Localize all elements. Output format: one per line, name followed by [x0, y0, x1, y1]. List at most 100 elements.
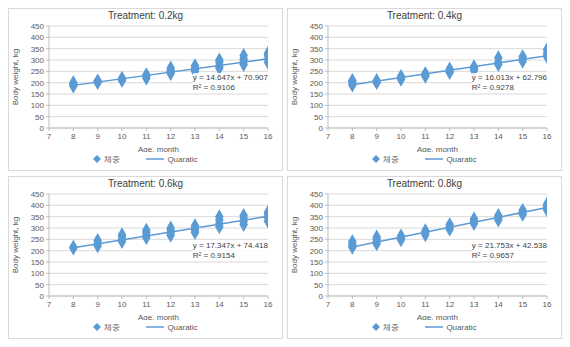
svg-text:100: 100	[310, 101, 324, 110]
svg-text:250: 250	[31, 235, 45, 244]
svg-text:9: 9	[374, 132, 379, 141]
svg-text:7: 7	[47, 132, 52, 141]
svg-text:300: 300	[31, 56, 45, 65]
svg-text:150: 150	[310, 90, 324, 99]
svg-text:100: 100	[31, 269, 45, 278]
svg-text:10: 10	[397, 132, 406, 141]
svg-text:250: 250	[31, 67, 45, 76]
svg-text:400: 400	[31, 201, 45, 210]
html-text:Treatment: 0.2kg: Treatment: 0.2kg	[107, 10, 184, 21]
html-text:Treatment: 0.6kg: Treatment: 0.6kg	[107, 178, 184, 189]
svg-text:15: 15	[518, 300, 527, 309]
svg-text:9: 9	[95, 300, 100, 309]
svg-text:350: 350	[310, 213, 324, 222]
svg-text:11: 11	[421, 132, 430, 141]
html-text:Quaratic: Quaratic	[167, 322, 198, 332]
svg-text:14: 14	[494, 132, 503, 141]
svg-text:8: 8	[71, 132, 76, 141]
svg-text:13: 13	[470, 300, 479, 309]
svg-text:12: 12	[445, 300, 454, 309]
html-text:Treatment: 0.4kg: Treatment: 0.4kg	[386, 10, 463, 21]
svg-text:16: 16	[264, 300, 273, 309]
svg-text:10: 10	[118, 300, 127, 309]
svg-text:7: 7	[47, 300, 52, 309]
svg-text:10: 10	[397, 300, 406, 309]
svg-text:150: 150	[31, 258, 45, 267]
svg-text:50: 50	[35, 113, 44, 122]
svg-text:300: 300	[310, 224, 324, 233]
svg-text:450: 450	[31, 190, 45, 199]
svg-text:Age, month: Age, month	[138, 313, 179, 320]
svg-text:50: 50	[314, 281, 323, 290]
svg-text:12: 12	[445, 132, 454, 141]
svg-text:11: 11	[421, 300, 430, 309]
svg-text:14: 14	[494, 300, 503, 309]
html-text:체중: 체중	[104, 154, 121, 164]
svg-text:400: 400	[310, 33, 324, 42]
svg-text:8: 8	[350, 132, 355, 141]
svg-text:Age, month: Age, month	[138, 145, 179, 152]
svg-text:15: 15	[239, 132, 248, 141]
svg-text:13: 13	[191, 132, 200, 141]
svg-text:12: 12	[166, 300, 175, 309]
svg-text:200: 200	[31, 79, 45, 88]
svg-text:450: 450	[31, 22, 45, 31]
html-text:Treatment: 0.8kg: Treatment: 0.8kg	[386, 178, 463, 189]
html-text:Quaratic: Quaratic	[446, 322, 477, 332]
svg-text:16: 16	[264, 132, 273, 141]
svg-text:250: 250	[310, 67, 324, 76]
svg-text:12: 12	[166, 132, 175, 141]
svg-text:0: 0	[40, 124, 45, 133]
svg-text:15: 15	[239, 300, 248, 309]
svg-text:400: 400	[310, 201, 324, 210]
svg-text:100: 100	[310, 269, 324, 278]
svg-text:7: 7	[326, 132, 331, 141]
svg-text:11: 11	[142, 300, 151, 309]
svg-text:13: 13	[191, 300, 200, 309]
svg-text:0: 0	[40, 292, 45, 301]
svg-text:350: 350	[310, 45, 324, 54]
html-text:Quaratic: Quaratic	[167, 154, 198, 164]
svg-text:300: 300	[31, 224, 45, 233]
svg-text:Age, month: Age, month	[417, 313, 458, 320]
svg-text:450: 450	[310, 22, 324, 31]
html-text:체중: 체중	[383, 154, 400, 164]
svg-text:8: 8	[350, 300, 355, 309]
svg-text:9: 9	[95, 132, 100, 141]
svg-text:10: 10	[118, 132, 127, 141]
svg-text:9: 9	[374, 300, 379, 309]
svg-text:Body weight, kg: Body weight, kg	[11, 49, 20, 105]
svg-text:50: 50	[35, 281, 44, 290]
svg-text:Body weight, kg: Body weight, kg	[11, 217, 20, 273]
svg-text:16: 16	[543, 132, 552, 141]
svg-text:14: 14	[215, 132, 224, 141]
svg-text:50: 50	[314, 113, 323, 122]
svg-text:16: 16	[543, 300, 552, 309]
svg-text:8: 8	[71, 300, 76, 309]
svg-text:11: 11	[142, 132, 151, 141]
html-text:체중: 체중	[104, 322, 121, 332]
svg-text:350: 350	[31, 213, 45, 222]
svg-text:13: 13	[470, 132, 479, 141]
svg-text:300: 300	[310, 56, 324, 65]
svg-text:200: 200	[310, 79, 324, 88]
svg-text:14: 14	[215, 300, 224, 309]
svg-text:350: 350	[31, 45, 45, 54]
svg-text:100: 100	[31, 101, 45, 110]
svg-text:250: 250	[310, 235, 324, 244]
svg-text:0: 0	[319, 124, 324, 133]
html-text:Quaratic: Quaratic	[446, 154, 477, 164]
svg-text:150: 150	[310, 258, 324, 267]
svg-text:450: 450	[310, 190, 324, 199]
svg-text:Body weight, kg: Body weight, kg	[290, 217, 299, 273]
html-text:체중: 체중	[383, 322, 400, 332]
svg-text:400: 400	[31, 33, 45, 42]
svg-text:150: 150	[31, 90, 45, 99]
svg-text:15: 15	[518, 132, 527, 141]
svg-text:Body weight, kg: Body weight, kg	[290, 49, 299, 105]
svg-text:Age, month: Age, month	[417, 145, 458, 152]
svg-text:200: 200	[310, 247, 324, 256]
svg-text:0: 0	[319, 292, 324, 301]
svg-text:200: 200	[31, 247, 45, 256]
svg-text:7: 7	[326, 300, 331, 309]
